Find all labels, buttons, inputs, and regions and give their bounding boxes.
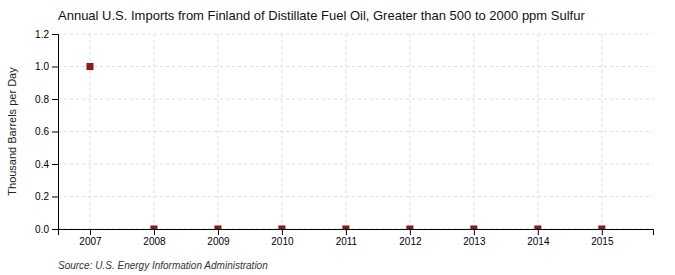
x-axis: 2007 2008 2009 2010 2011 2012 2013 2014 2015 — [59, 229, 654, 247]
grid-line-y — [58, 131, 653, 132]
tick-mark — [282, 229, 283, 235]
tick-label: 2007 — [79, 236, 102, 247]
axis-domain — [59, 230, 654, 236]
tick: 2015 — [591, 229, 614, 247]
tick-mark — [52, 164, 58, 165]
tick-mark — [90, 229, 91, 235]
tick-label: 0.0 — [35, 224, 49, 235]
axis-domain — [52, 35, 59, 230]
tick-mark — [346, 229, 347, 235]
points — [86, 63, 605, 229]
tick-mark — [52, 99, 58, 100]
tick: 0.6 — [35, 126, 58, 137]
tick-mark — [474, 229, 475, 235]
tick-label: 2010 — [271, 236, 294, 247]
point — [278, 225, 285, 229]
tick-mark — [602, 229, 603, 235]
chart: 2007200820092010201120122013201420150.00… — [0, 0, 675, 275]
point — [406, 225, 413, 229]
tick-label: 2008 — [143, 236, 166, 247]
tick-mark — [52, 132, 58, 133]
grid-line-x — [409, 34, 410, 229]
tick: 2013 — [463, 229, 486, 247]
tick-mark — [52, 197, 58, 198]
tick-mark — [218, 229, 219, 235]
tick-label: 0.6 — [35, 126, 49, 137]
grid-line-y — [58, 164, 653, 165]
grid-line-y — [58, 196, 653, 197]
tick-mark — [154, 229, 155, 235]
tick: 2014 — [527, 229, 550, 247]
grid-line-y — [58, 99, 653, 100]
tick-mark — [410, 229, 411, 235]
tick-mark — [52, 67, 58, 68]
point — [86, 63, 93, 70]
tick-label: 0.4 — [35, 159, 49, 170]
grid-line-y — [58, 34, 653, 35]
point — [214, 225, 221, 229]
plot: 2007200820092010201120122013201420150.00… — [35, 29, 653, 247]
tick-label: 1.2 — [35, 29, 49, 40]
point — [534, 225, 541, 229]
tick-label: 2012 — [399, 236, 422, 247]
tick-mark — [538, 229, 539, 235]
tick: 0.4 — [35, 159, 58, 170]
tick-label: 2014 — [527, 236, 550, 247]
tick: 0.0 — [35, 224, 58, 235]
grid-line-x — [217, 34, 218, 229]
tick: 1.0 — [35, 61, 58, 72]
tick-label: 1.0 — [35, 61, 49, 72]
point — [470, 225, 477, 229]
y-axis: 0.0 0.2 0.4 0.6 0.8 1.0 1.2 — [35, 29, 58, 235]
source-note: Source: U.S. Energy Information Administ… — [58, 260, 268, 271]
y-axis-label: Thousand Barrels per Day — [6, 67, 18, 196]
tick: 0.2 — [35, 191, 58, 202]
tick-label: 0.8 — [35, 94, 49, 105]
tick-mark — [52, 229, 58, 230]
point — [342, 225, 349, 229]
tick: 0.8 — [35, 94, 58, 105]
tick: 2007 — [79, 229, 102, 247]
tick: 2010 — [271, 229, 294, 247]
tick: 2012 — [399, 229, 422, 247]
grid — [58, 34, 653, 229]
tick-label: 2011 — [336, 236, 358, 247]
tick: 2008 — [143, 229, 166, 247]
tick: 1.2 — [35, 29, 58, 40]
grid-line-x — [601, 34, 602, 229]
grid-line-y — [58, 66, 653, 67]
tick-label: 2015 — [591, 236, 614, 247]
point — [150, 225, 157, 229]
tick-mark — [52, 34, 58, 35]
tick-label: 2013 — [463, 236, 486, 247]
point — [598, 225, 605, 229]
title: Annual U.S. Imports from Finland of Dist… — [58, 8, 585, 23]
tick: 2011 — [336, 229, 358, 247]
tick-label: 2009 — [207, 236, 230, 247]
tick-label: 0.2 — [35, 191, 49, 202]
tick: 2009 — [207, 229, 230, 247]
